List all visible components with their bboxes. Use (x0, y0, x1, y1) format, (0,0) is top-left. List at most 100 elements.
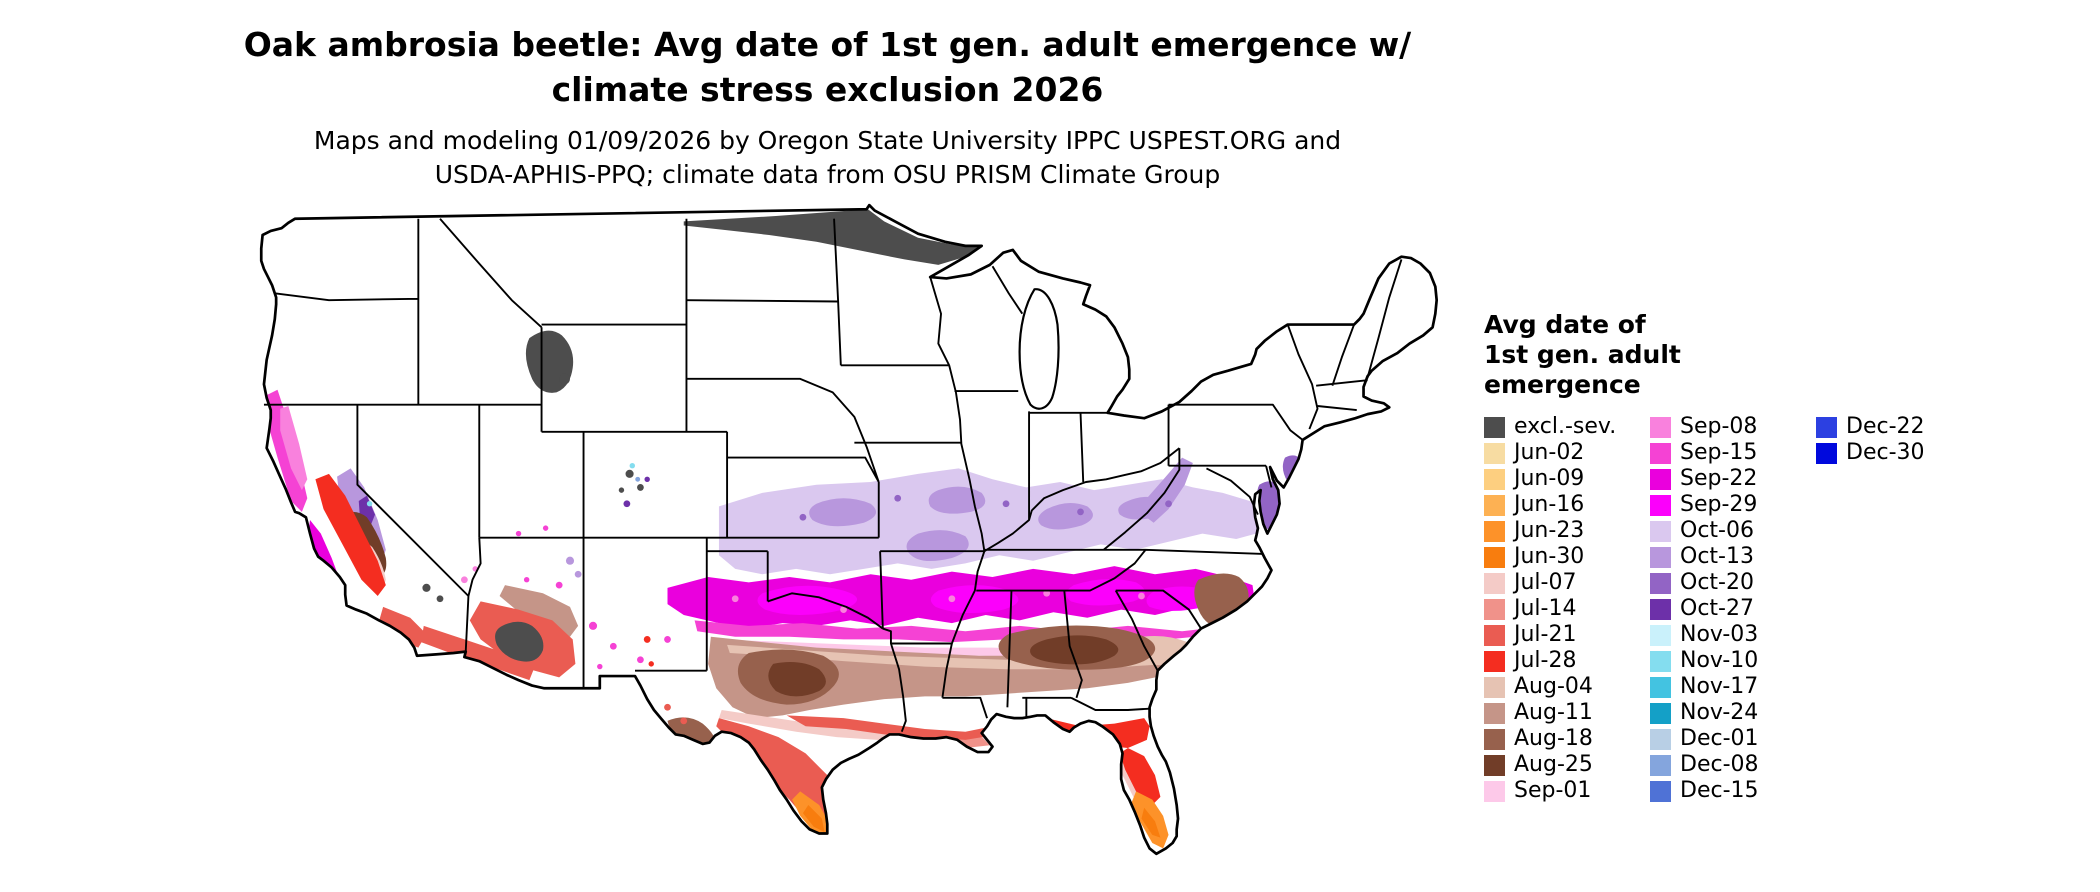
legend-label: Sep-01 (1514, 778, 1592, 803)
legend-label: Dec-30 (1846, 440, 1925, 465)
state-borders-east (954, 259, 1403, 717)
page-subtitle-line1: Maps and modeling 01/09/2026 by Oregon S… (313, 126, 1342, 155)
legend-item: Nov-17 (1650, 674, 1759, 700)
legend-swatch (1816, 442, 1837, 464)
legend-label: Oct-20 (1680, 570, 1754, 595)
legend-item: Jul-07 (1484, 570, 1616, 596)
state-borders-west (263, 218, 879, 689)
legend-item: Oct-06 (1650, 518, 1759, 544)
legend-item: Jul-14 (1484, 596, 1616, 622)
legend-label: Jul-28 (1514, 648, 1577, 673)
page-subtitle-line2: USDA-APHIS-PPQ; climate data from OSU PR… (434, 160, 1221, 189)
page-subtitle: Maps and modeling 01/09/2026 by Oregon S… (0, 124, 1655, 192)
map-region-sep29 (757, 578, 1217, 615)
legend-item: Jun-09 (1484, 466, 1616, 492)
legend-swatch (1650, 702, 1671, 724)
legend-label: Sep-15 (1680, 440, 1758, 465)
map-region-jun23 (792, 791, 1169, 849)
legend-swatch (1484, 520, 1505, 542)
legend-swatch (1484, 442, 1505, 464)
legend-column-1: excl.-sev. Jun-02 Jun-09 Jun-16 Jun-23 Jun-30… (1484, 414, 1616, 804)
page-title-line1: Oak ambrosia beetle: Avg date of 1st gen… (243, 25, 1412, 64)
legend-swatch (1650, 494, 1671, 516)
legend-swatch (1650, 676, 1671, 698)
legend-swatch (1650, 598, 1671, 620)
legend-item: Nov-03 (1650, 622, 1759, 648)
legend-title: Avg date of 1st gen. adult emergence (1484, 310, 1681, 400)
legend-swatch (1484, 468, 1505, 490)
legend-label: Dec-22 (1846, 414, 1925, 439)
legend-label: Nov-03 (1680, 622, 1759, 647)
legend-label: Jun-23 (1514, 518, 1585, 543)
legend-swatch (1484, 546, 1505, 568)
legend-label: Dec-08 (1680, 752, 1759, 777)
legend-item: Nov-10 (1650, 648, 1759, 674)
legend-item: Jun-23 (1484, 518, 1616, 544)
legend-label: Jun-02 (1514, 440, 1585, 465)
legend-swatch (1484, 650, 1505, 672)
legend-swatch (1484, 598, 1505, 620)
legend-item: Sep-01 (1484, 778, 1616, 804)
page-title: Oak ambrosia beetle: Avg date of 1st gen… (0, 22, 1655, 112)
legend-label: Dec-15 (1680, 778, 1759, 803)
map-region-oct06 (718, 468, 1267, 575)
legend-label: excl.-sev. (1514, 414, 1617, 439)
legend-swatch (1650, 754, 1671, 776)
legend-swatch (1650, 442, 1671, 464)
legend-swatch (1484, 754, 1505, 776)
legend-swatch (1484, 494, 1505, 516)
legend-item: Sep-15 (1650, 440, 1759, 466)
legend-label: Aug-11 (1514, 700, 1593, 725)
legend-label: Nov-24 (1680, 700, 1759, 725)
legend-swatch (1650, 728, 1671, 750)
state-borders-central (686, 218, 988, 733)
legend-item: Sep-29 (1650, 492, 1759, 518)
map-region-excl-sev (495, 209, 979, 662)
legend-swatch (1484, 728, 1505, 750)
legend-title-line2: 1st gen. adult (1484, 340, 1681, 369)
legend-swatch (1484, 572, 1505, 594)
legend-item: Oct-20 (1650, 570, 1759, 596)
legend-item: excl.-sev. (1484, 414, 1616, 440)
legend-swatch (1484, 780, 1505, 802)
legend-item: Aug-11 (1484, 700, 1616, 726)
legend-item: Jul-21 (1484, 622, 1616, 648)
legend-swatch (1650, 546, 1671, 568)
legend-item: Jul-28 (1484, 648, 1616, 674)
legend-label: Sep-29 (1680, 492, 1758, 517)
legend-item: Dec-01 (1650, 726, 1759, 752)
legend-label: Oct-06 (1680, 518, 1754, 543)
legend-label: Jul-14 (1514, 596, 1577, 621)
legend-item: Aug-25 (1484, 752, 1616, 778)
legend-item: Sep-08 (1650, 414, 1759, 440)
legend-item: Dec-08 (1650, 752, 1759, 778)
legend-swatch (1484, 624, 1505, 646)
legend-column-3: Dec-22 Dec-30 (1816, 414, 1925, 466)
legend-label: Nov-17 (1680, 674, 1759, 699)
legend-label: Aug-04 (1514, 674, 1593, 699)
legend-label: Aug-25 (1514, 752, 1593, 777)
legend-label: Sep-08 (1680, 414, 1758, 439)
us-map-svg (259, 203, 1439, 856)
legend-swatch (1484, 416, 1505, 438)
legend-item: Jun-30 (1484, 544, 1616, 570)
legend-item: Oct-13 (1650, 544, 1759, 570)
legend-label: Aug-18 (1514, 726, 1593, 751)
legend-title-line1: Avg date of (1484, 310, 1646, 339)
legend-swatch (1816, 416, 1837, 438)
legend-item: Jun-16 (1484, 492, 1616, 518)
legend-swatch (1484, 676, 1505, 698)
legend-swatch (1650, 520, 1671, 542)
legend-swatch (1650, 650, 1671, 672)
legend-item: Aug-18 (1484, 726, 1616, 752)
map-region-sep08 (280, 406, 308, 491)
legend-swatch (1650, 624, 1671, 646)
legend-item: Nov-24 (1650, 700, 1759, 726)
legend-item: Aug-04 (1484, 674, 1616, 700)
map-region-jun30 (802, 805, 1161, 838)
state-borders (263, 218, 1403, 733)
map-excl-dots (422, 373, 644, 603)
legend-label: Oct-27 (1680, 596, 1754, 621)
legend-item: Dec-22 (1816, 414, 1925, 440)
